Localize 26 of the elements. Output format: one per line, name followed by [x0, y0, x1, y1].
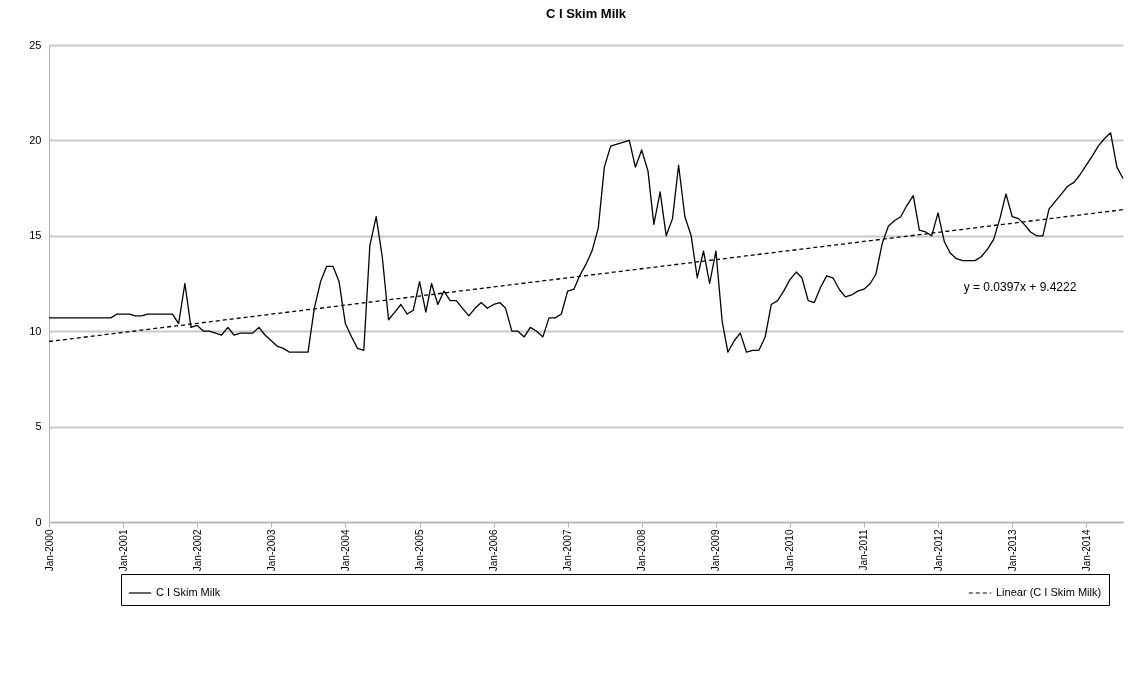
- y-tick-label: 0: [35, 515, 42, 528]
- annotation: y = 0.0397x + 9.4222: [963, 280, 1077, 294]
- x-tick-label: Jan-2000: [43, 529, 55, 572]
- x-tick-label: Jan-2009: [710, 529, 722, 572]
- x-tick-label: Jan-2012: [932, 529, 944, 572]
- x-tick-label: Jan-2013: [1006, 529, 1018, 572]
- y-tick-label: 5: [35, 420, 42, 433]
- x-tick-label: Jan-2003: [265, 529, 277, 572]
- x-tick-label: Jan-2010: [784, 529, 796, 572]
- y-tick-label: 25: [29, 38, 42, 51]
- x-tick-label: Jan-2006: [488, 529, 500, 572]
- x-tick-label: Jan-2001: [117, 529, 129, 572]
- x-tick-label: Jan-2004: [339, 529, 351, 572]
- y-tick-label: 10: [29, 324, 42, 337]
- y-tick-label: 15: [29, 229, 42, 242]
- line-series: [48, 132, 1124, 353]
- chart-title: C I Skim Milk: [545, 6, 627, 21]
- y-tick-label: 20: [29, 133, 42, 146]
- x-tick-label: Jan-2008: [636, 529, 648, 572]
- x-tick-label: Jan-2014: [1080, 529, 1092, 572]
- x-tick-label: Jan-2002: [191, 529, 203, 572]
- legend-label: C I Skim Milk: [156, 586, 221, 598]
- legend-label: Linear (C I Skim Milk): [996, 586, 1102, 598]
- x-tick-label: Jan-2007: [562, 529, 574, 572]
- x-tick-label: Jan-2005: [414, 529, 426, 572]
- x-tick-label: Jan-2011: [858, 529, 870, 571]
